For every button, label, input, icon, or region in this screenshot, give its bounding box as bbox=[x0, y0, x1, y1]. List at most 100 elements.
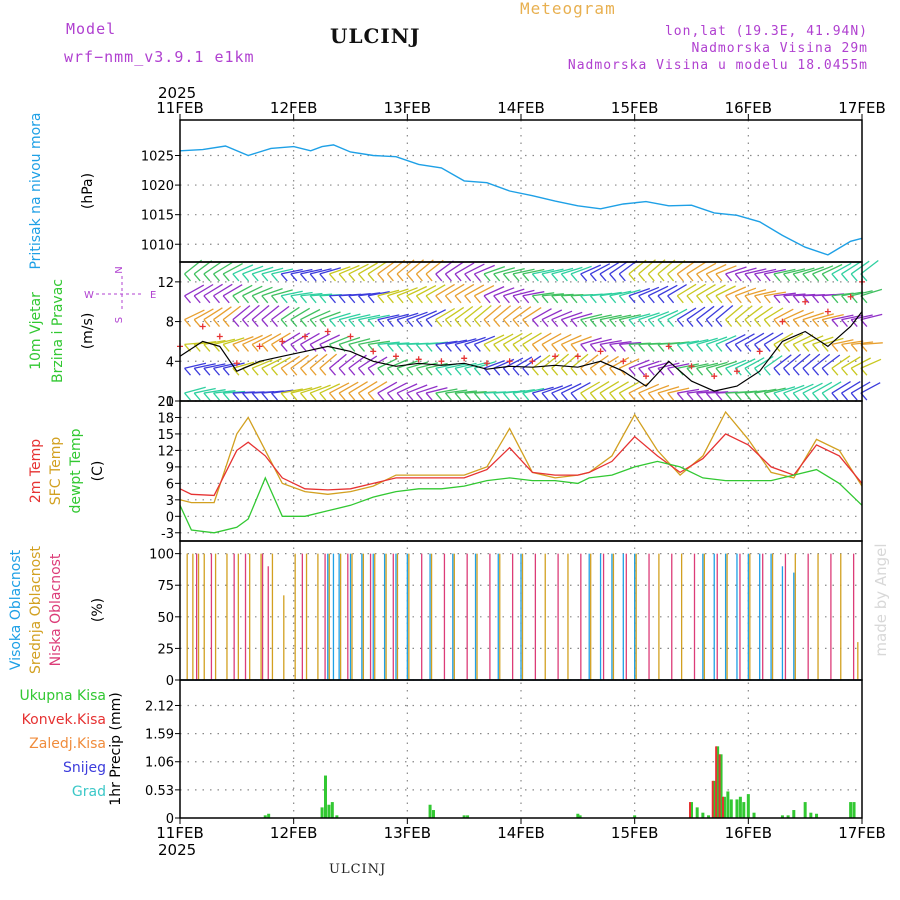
wind-barb bbox=[329, 312, 351, 321]
wind-barb bbox=[454, 362, 477, 369]
wind-barb-flag bbox=[647, 367, 655, 376]
wind-barb-flag bbox=[222, 343, 230, 352]
wind-gust-marker bbox=[529, 358, 536, 365]
wind-barb bbox=[280, 355, 300, 369]
wind-barb-flag bbox=[483, 273, 491, 282]
wind-barb-flag bbox=[222, 273, 230, 282]
wind-barb bbox=[503, 332, 523, 345]
wind-barb-flag bbox=[251, 295, 259, 304]
wind-barb bbox=[232, 264, 254, 275]
wind-barb bbox=[329, 266, 351, 275]
wind-barb-flag bbox=[589, 367, 597, 376]
wind-barb-flag bbox=[599, 319, 607, 328]
precip-bar bbox=[716, 746, 720, 819]
wind-barb-flag bbox=[783, 367, 791, 376]
wind-barb bbox=[300, 354, 319, 369]
wind-barb bbox=[676, 307, 697, 321]
wind-barb bbox=[609, 260, 629, 275]
wind-barb-flag bbox=[667, 392, 675, 401]
wind-barb bbox=[483, 334, 505, 345]
wind-barb-flag bbox=[299, 392, 307, 401]
wind-barb-flag bbox=[754, 273, 762, 282]
wind-barb bbox=[783, 309, 804, 321]
wind-barb bbox=[367, 314, 390, 321]
wind-barb-flag bbox=[657, 392, 665, 401]
wind-barb-flag bbox=[744, 392, 752, 401]
wind-barb-flag bbox=[657, 367, 665, 376]
wind-barb bbox=[512, 306, 532, 321]
wind-barb bbox=[580, 381, 601, 394]
wind-barb-flag bbox=[483, 343, 491, 352]
wind-barb bbox=[377, 357, 398, 369]
precip-bar bbox=[803, 802, 807, 818]
wind-barb bbox=[667, 387, 690, 394]
frame-layer bbox=[175, 114, 863, 824]
wind-barb-flag bbox=[328, 367, 336, 376]
wind-barb bbox=[706, 336, 728, 346]
wind-barb bbox=[445, 261, 465, 275]
temp-unit: (C) bbox=[90, 461, 106, 482]
wind-barb bbox=[763, 355, 783, 369]
wind-barb bbox=[841, 291, 864, 297]
wind-barb bbox=[812, 336, 834, 346]
wind-barb bbox=[715, 285, 736, 297]
wind-barb bbox=[773, 292, 796, 297]
cloud-tick-label: 75 bbox=[157, 579, 174, 594]
wind-unit: (m/s) bbox=[80, 313, 96, 350]
wind-barb-flag bbox=[406, 392, 414, 401]
wind-barb bbox=[686, 338, 709, 346]
wind-barb-flag bbox=[493, 273, 501, 282]
wind-barb bbox=[300, 308, 321, 321]
wind-barb bbox=[377, 289, 400, 297]
wind-barb-flag bbox=[647, 343, 655, 352]
wind-barb-flag bbox=[821, 273, 829, 282]
wind-barb-flag bbox=[386, 392, 394, 401]
wind-barb bbox=[551, 267, 574, 275]
product-title: Meteogram bbox=[520, 0, 616, 18]
precip-bar bbox=[707, 815, 711, 819]
wind-barb bbox=[638, 383, 660, 394]
wind-barb bbox=[860, 358, 882, 369]
cloud-unit: (%) bbox=[90, 598, 106, 622]
wind-barb-flag bbox=[415, 319, 423, 328]
wind-barb-flag bbox=[744, 319, 752, 328]
wind-barb-flag bbox=[319, 319, 327, 328]
wind-barb bbox=[290, 332, 310, 345]
wind-gust-marker bbox=[438, 358, 445, 365]
wind-barb-flag bbox=[184, 367, 191, 376]
wind-barb bbox=[261, 305, 280, 321]
wind-barb-flag bbox=[213, 319, 220, 328]
wind-barb-flag bbox=[812, 367, 820, 376]
wind-gust-marker bbox=[597, 348, 604, 355]
wind-barb bbox=[667, 363, 690, 369]
wind-barb bbox=[725, 359, 747, 369]
wind-barb-flag bbox=[280, 367, 288, 376]
wind-barb-flag bbox=[280, 343, 288, 352]
wind-barb-flag bbox=[686, 392, 694, 401]
wind-barb-flag bbox=[551, 343, 559, 352]
wind-barb bbox=[657, 284, 678, 297]
wind-barb bbox=[416, 362, 438, 369]
wind-barb bbox=[590, 263, 611, 275]
wind-barb-flag bbox=[386, 343, 394, 352]
top-date-label: 14FEB bbox=[497, 99, 544, 117]
wind-barb bbox=[445, 363, 468, 369]
wind-barb bbox=[590, 314, 612, 321]
wind-barb-flag bbox=[184, 273, 191, 282]
wind-barb-flag bbox=[560, 343, 568, 352]
wind-barb bbox=[464, 336, 486, 346]
wind-barb bbox=[715, 360, 738, 369]
wind-barb-flag bbox=[725, 367, 733, 376]
wind-barb bbox=[261, 358, 282, 369]
wind-barb-flag bbox=[386, 367, 394, 376]
wind-barb-flag bbox=[531, 295, 539, 304]
wind-barb bbox=[570, 335, 592, 346]
wind-barb bbox=[628, 287, 651, 297]
wind-barb-flag bbox=[531, 392, 539, 401]
wind-barb-flag bbox=[560, 295, 568, 304]
wind-barb bbox=[194, 363, 216, 369]
wind-barb-flag bbox=[560, 273, 568, 282]
wind-barb bbox=[599, 262, 620, 275]
wind-barb-flag bbox=[715, 295, 723, 304]
wind-barb-flag bbox=[232, 319, 240, 328]
